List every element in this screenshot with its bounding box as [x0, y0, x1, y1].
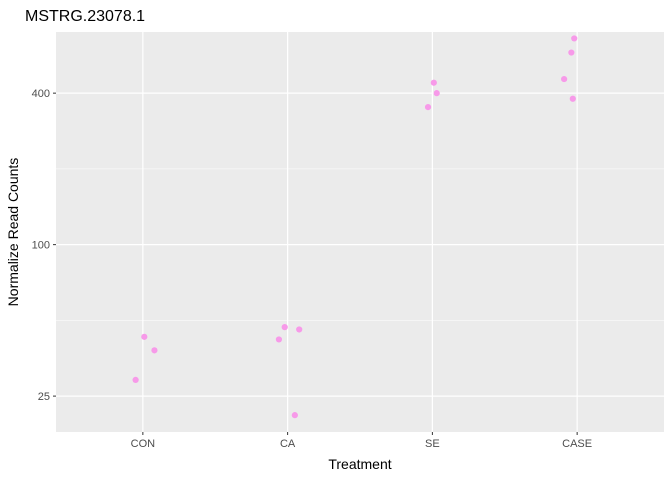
data-point: [132, 376, 139, 383]
chart-title: MSTRG.23078.1: [25, 8, 145, 25]
x-tick-label: CASE: [562, 438, 592, 450]
data-point: [141, 333, 148, 340]
y-tick-label: 400: [32, 88, 50, 100]
x-axis: CON CA SE CASE: [131, 432, 592, 450]
data-point: [275, 336, 283, 343]
data-point: [291, 412, 298, 419]
y-tick-label: 25: [38, 391, 50, 403]
data-point: [296, 326, 303, 333]
x-tick-label: SE: [425, 438, 440, 450]
x-tick-label: CON: [131, 438, 156, 450]
y-axis-title: Normalize Read Counts: [5, 158, 21, 307]
data-point: [281, 324, 288, 331]
data-point: [561, 75, 568, 83]
data-point: [430, 79, 437, 86]
x-tick-label: CA: [280, 438, 296, 450]
data-point: [569, 95, 576, 102]
data-point: [571, 35, 578, 42]
data-points: [132, 35, 578, 419]
x-axis-title: Treatment: [328, 456, 391, 472]
plot-panel: [56, 32, 664, 432]
y-tick-label: 100: [32, 240, 50, 252]
data-point: [568, 49, 575, 56]
minor-gridlines: [56, 168, 664, 321]
data-point: [151, 347, 158, 354]
y-axis: 25 100 400: [32, 88, 56, 403]
data-point: [433, 90, 440, 97]
data-point: [424, 104, 432, 111]
major-gridlines: [56, 32, 664, 432]
